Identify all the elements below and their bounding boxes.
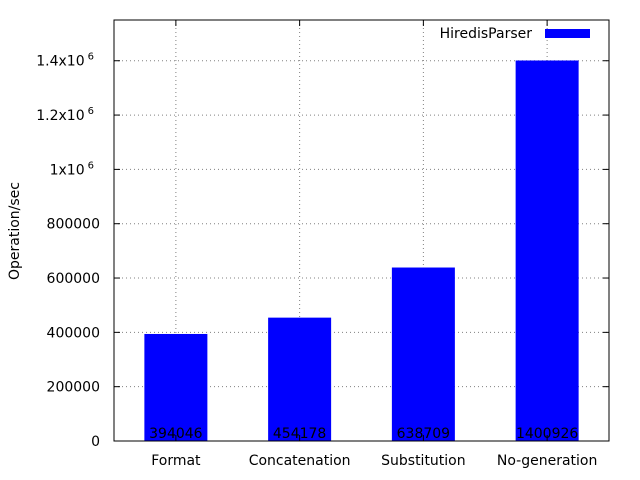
y-tick-label: 1.4x10 6 <box>36 52 94 70</box>
bar-value-label: 638709 <box>397 426 450 442</box>
legend: HiredisParser <box>440 26 590 42</box>
x-tick-label: Substitution <box>381 453 466 469</box>
x-tick-labels: Format Concatenation Substitution No-genera… <box>151 453 597 469</box>
y-tick-label: 1.2x10 6 <box>36 106 94 124</box>
bar-substitution <box>391 267 455 441</box>
axis-ticks <box>114 20 609 442</box>
y-tick-label: 800000 <box>47 217 100 233</box>
plot-frame <box>113 19 610 442</box>
bar-value-label: 394046 <box>149 426 203 442</box>
y-tick-labels: 0 200000 400000 600000 800000 1x10 6 1.2x10 6 1.4… <box>36 52 100 450</box>
data-labels: 394046 454178 638709 1400926 <box>149 426 578 442</box>
x-tick-label: No-generation <box>497 453 598 469</box>
legend-swatch <box>545 29 590 38</box>
y-tick-label: 200000 <box>47 380 100 396</box>
bar-format <box>144 333 208 441</box>
y-tick-label: 400000 <box>47 325 100 341</box>
bar-no-generation <box>515 60 579 442</box>
x-tick-label: Format <box>151 453 201 469</box>
y-axis-title: Operation/sec <box>7 182 23 280</box>
x-tick-label: Concatenation <box>249 453 351 469</box>
bars <box>144 60 579 442</box>
legend-label: HiredisParser <box>440 26 533 42</box>
y-tick-label: 1x10 6 <box>50 160 94 178</box>
y-tick-label: 0 <box>91 434 100 450</box>
bar-concatenation <box>268 317 332 441</box>
bar-value-label: 1400926 <box>516 426 578 442</box>
bar-value-label: 454178 <box>273 426 326 442</box>
y-tick-label: 600000 <box>47 271 100 287</box>
